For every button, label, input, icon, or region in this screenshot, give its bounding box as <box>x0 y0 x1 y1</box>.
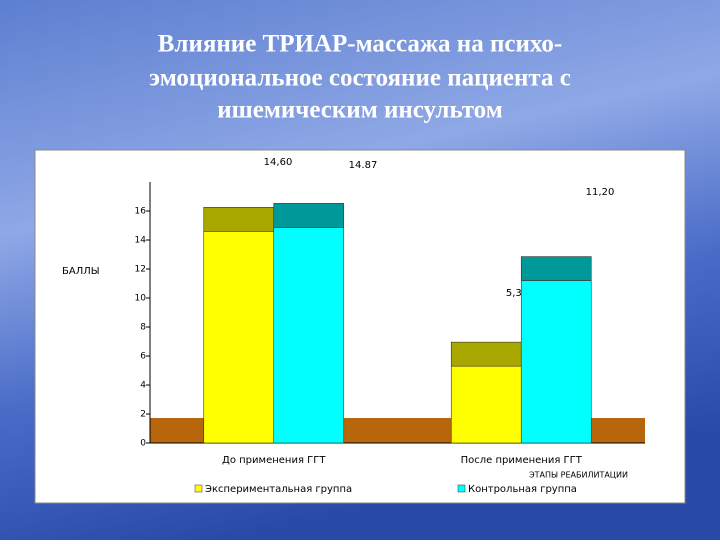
x-axis-label: ЭТАПЫ РЕАБИЛИТАЦИИ <box>529 471 628 480</box>
title-line: Влияние ТРИАР-массажа на психо- <box>158 31 563 58</box>
value-label: 14.87 <box>349 160 378 171</box>
legend-swatch <box>457 484 466 493</box>
x-tick-label: До применения ГГТ <box>222 455 326 466</box>
value-label: 11,20 <box>586 187 615 198</box>
y-tick-label: 0 <box>140 439 146 449</box>
y-tick-label: 16 <box>135 207 147 217</box>
title: Влияние ТРИАР-массажа на психо- эмоциона… <box>149 31 571 124</box>
bar-top <box>203 207 275 232</box>
title-line: ишемическим инсультом <box>217 97 502 124</box>
bar <box>450 365 522 444</box>
y-tick-label: 2 <box>140 410 146 420</box>
bar <box>273 227 345 444</box>
y-tick-label: 14 <box>135 236 147 246</box>
y-tick-label: 10 <box>135 294 147 304</box>
y-tick-label: 6 <box>140 352 146 362</box>
bar-top <box>273 203 345 228</box>
y-tick-label: 12 <box>135 265 146 275</box>
y-tick-label: 4 <box>140 381 146 391</box>
y-tick-label: 8 <box>140 323 146 333</box>
title-line: эмоциональное состояние пациента с <box>149 65 571 92</box>
legend-label: Контрольная группа <box>468 484 577 495</box>
legend-label: Экспериментальная группа <box>205 484 352 495</box>
bar <box>203 231 275 444</box>
x-tick-label: После применения ГГТ <box>461 455 583 466</box>
bar-top <box>520 256 592 281</box>
y-axis-label: БАЛЛЫ <box>62 266 100 277</box>
legend-swatch <box>194 484 203 493</box>
bar-top <box>450 341 522 367</box>
value-label: 5,30 <box>506 288 528 299</box>
value-label: 14,60 <box>264 157 293 168</box>
bar <box>520 280 592 444</box>
